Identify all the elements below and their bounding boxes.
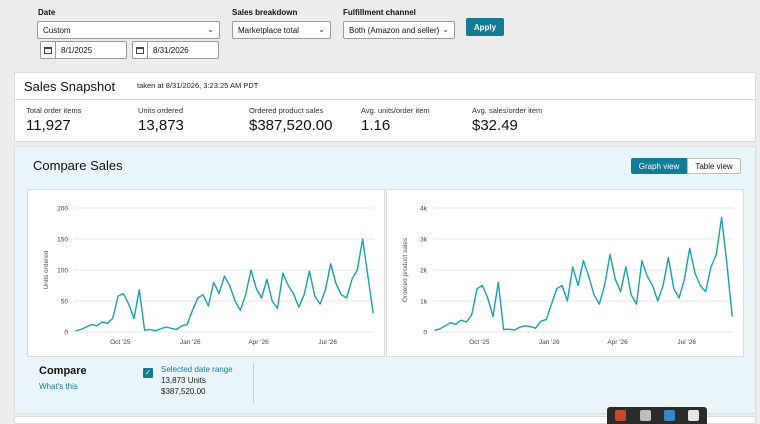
ordered-product-sales-chart: 0 1k 2k 3k 4k Oct '25 Jan '26 Apr '26 Jul '26 Ord…: [386, 189, 744, 357]
metric-avg-sales-per-order-item: Avg. sales/order item $32.49: [472, 106, 542, 134]
sales-snapshot-metrics: Total order items 11,927 Units ordered 1…: [14, 100, 756, 142]
y-tick-label: 0: [64, 330, 68, 337]
x-tick-label: Oct '25: [469, 339, 490, 346]
y-tick-label: 0: [423, 330, 427, 337]
compare-footer-title: Compare: [39, 365, 87, 377]
snapshot-title: Sales Snapshot: [24, 79, 116, 94]
y-tick-label: 2k: [420, 268, 428, 275]
end-date-field[interactable]: 8/31/2026: [132, 41, 219, 59]
snapshot-timestamp: taken at 8/31/2026, 3:23:25 AM PDT: [137, 81, 259, 90]
metric-ordered-product-sales: Ordered product sales $387,520.00: [249, 106, 332, 134]
units-ordered-chart: 0 50 100 150 200 Oct '25 Jan '26 Apr '26 Jul '26…: [27, 189, 385, 357]
filters-bar: Date Custom ⌄ 8/1/2025 8/31/2026 Sales b…: [0, 0, 760, 66]
metric-value: $387,520.00: [249, 117, 333, 134]
ordered-product-sales-chart-svg: 0 1k 2k 3k 4k Oct '25 Jan '26 Apr '26 Jul '26 Ord…: [402, 206, 733, 346]
chevron-down-icon: ⌄: [442, 25, 449, 34]
y-tick-label: 50: [61, 299, 69, 306]
chevron-down-icon: ⌄: [207, 25, 214, 34]
y-tick-label: 3k: [420, 237, 428, 244]
metric-value: 1.16: [361, 117, 391, 134]
graph-view-button[interactable]: Graph view: [631, 158, 687, 174]
y-axis-label: Ordered product sales: [402, 237, 409, 302]
compare-sales-panel: Compare Sales Graph view Table view 0 50 1…: [14, 146, 756, 414]
y-tick-label: 4k: [420, 206, 428, 213]
compare-sales-title: Compare Sales: [33, 158, 123, 173]
app-icon[interactable]: [688, 410, 699, 421]
date-label: Date: [38, 8, 56, 17]
end-date-value: 8/31/2026: [153, 46, 189, 55]
breakdown-label: Sales breakdown: [232, 8, 298, 17]
metric-value: 11,927: [26, 117, 71, 134]
channel-label: Fulfillment channel: [343, 8, 416, 17]
y-axis-label: Units ordered: [43, 250, 50, 289]
fulfillment-channel-select[interactable]: Both (Amazon and seller) ⌄: [343, 21, 455, 39]
sales-breakdown-select[interactable]: Marketplace total ⌄: [232, 21, 331, 39]
channel-value: Both (Amazon and seller): [349, 26, 440, 35]
calendar-icon[interactable]: [133, 42, 148, 58]
x-tick-label: Jan '26: [180, 339, 201, 346]
series-line: [75, 238, 374, 332]
whats-this-link[interactable]: What's this: [39, 382, 78, 391]
sales-snapshot-header: Sales Snapshot taken at 8/31/2026, 3:23:…: [14, 72, 756, 100]
metric-value: $32.49: [472, 117, 518, 134]
selected-date-range-label[interactable]: Selected date range: [161, 365, 233, 374]
metric-value: 13,873: [138, 117, 184, 134]
x-tick-label: Jul '26: [677, 339, 696, 346]
metric-label: Avg. sales/order item: [472, 106, 543, 115]
y-tick-label: 1k: [420, 299, 428, 306]
metric-label: Units ordered: [138, 106, 184, 115]
metric-avg-units-per-order-item: Avg. units/order item 1.16: [361, 106, 430, 134]
series-line: [434, 216, 733, 332]
legend-units: 13,873 Units: [161, 376, 206, 385]
breakdown-value: Marketplace total: [238, 26, 299, 35]
date-range-select[interactable]: Custom ⌄: [37, 21, 220, 39]
metric-label: Total order items: [26, 106, 82, 115]
x-tick-label: Jul '26: [318, 339, 337, 346]
start-date-field[interactable]: 8/1/2025: [40, 41, 127, 59]
taskbar: [607, 407, 707, 424]
x-tick-label: Jan '26: [539, 339, 560, 346]
units-ordered-chart-svg: 0 50 100 150 200 Oct '25 Jan '26 Apr '26 Jul '26…: [43, 206, 374, 346]
x-tick-label: Apr '26: [248, 339, 269, 346]
divider: [253, 363, 254, 403]
app-icon[interactable]: [664, 410, 675, 421]
x-tick-label: Oct '25: [110, 339, 131, 346]
chevron-down-icon: ⌄: [318, 25, 325, 34]
app-icon[interactable]: [640, 410, 651, 421]
table-view-button[interactable]: Table view: [687, 158, 741, 174]
calendar-icon[interactable]: [41, 42, 56, 58]
legend-sales: $387,520.00: [161, 387, 206, 396]
y-tick-label: 100: [57, 268, 68, 275]
metric-label: Avg. units/order item: [361, 106, 430, 115]
apply-button[interactable]: Apply: [466, 18, 504, 36]
x-tick-label: Apr '26: [607, 339, 628, 346]
start-date-value: 8/1/2025: [61, 46, 93, 55]
y-tick-label: 150: [57, 237, 68, 244]
y-tick-label: 200: [57, 206, 68, 213]
metric-label: Ordered product sales: [249, 106, 324, 115]
app-icon[interactable]: [615, 410, 626, 421]
metric-units-ordered: Units ordered 13,873: [138, 106, 184, 134]
metric-total-order-items: Total order items 11,927: [26, 106, 81, 134]
date-range-value: Custom: [43, 26, 71, 35]
checkbox-checked-icon[interactable]: ✓: [143, 368, 153, 378]
